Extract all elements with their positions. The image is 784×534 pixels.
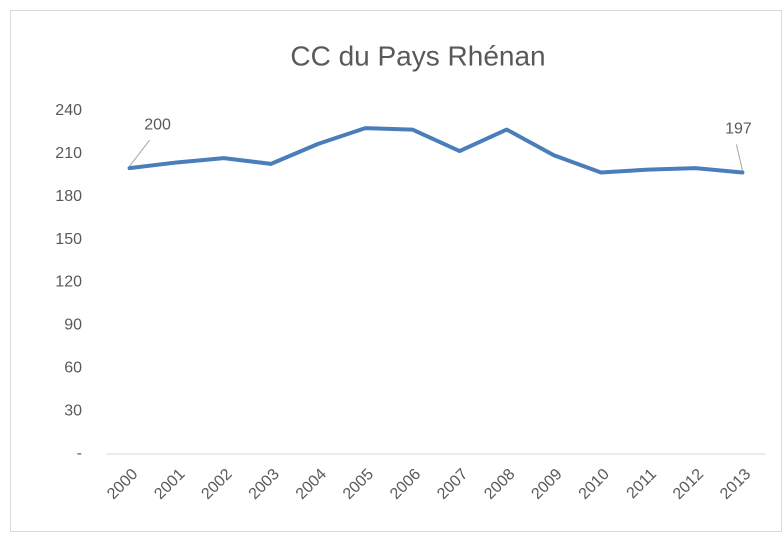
y-tick-label: -: [77, 445, 82, 462]
line-series: [127, 126, 745, 175]
label-leader: [129, 139, 150, 167]
label-leader: [735, 144, 743, 171]
y-tick-label: 150: [55, 231, 82, 248]
y-tick-label: 240: [55, 102, 82, 119]
y-tick-label: 210: [55, 145, 82, 162]
y-tick-label: 120: [55, 274, 82, 291]
y-tick-label: 90: [64, 317, 82, 334]
y-tick-label: 60: [64, 359, 82, 376]
data-label: 197: [725, 121, 752, 138]
data-label: 200: [144, 116, 171, 133]
y-tick-label: 30: [64, 402, 82, 419]
y-tick-label: 180: [55, 188, 82, 205]
chart-border: [10, 10, 782, 532]
chart-title: CC du Pays Rhénan: [290, 40, 545, 71]
